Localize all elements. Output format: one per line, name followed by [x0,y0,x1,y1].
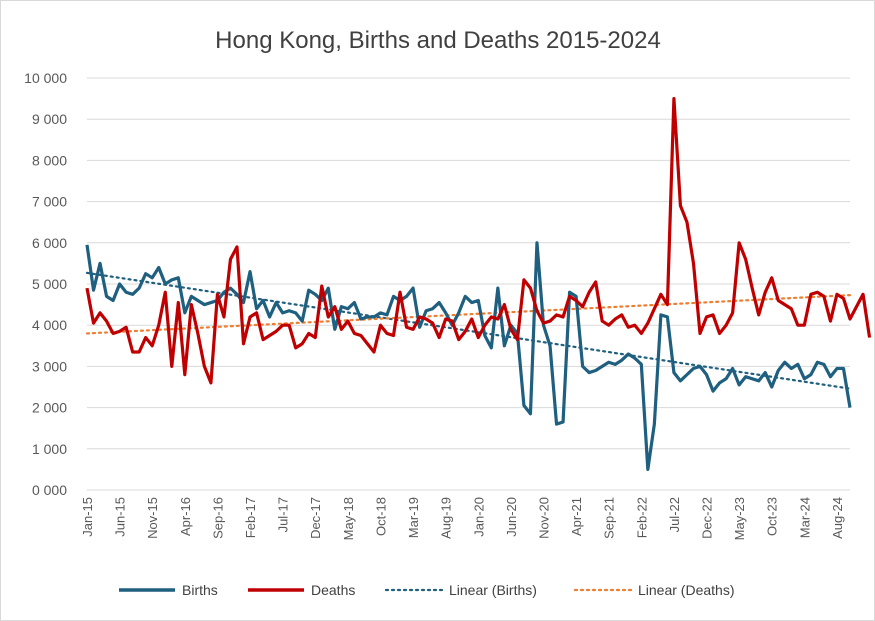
trendline-births [85,271,852,390]
x-tick-label: Sep-21 [602,497,617,539]
x-tick-label: Jul-22 [667,497,682,532]
x-tick-label: Oct-18 [373,497,388,536]
x-tick-label: Aug-24 [830,497,845,539]
x-tick-label: Dec-22 [700,497,715,539]
legend-linear-deaths-label: Linear (Deaths) [638,582,735,598]
legend: Births Deaths Linear (Births) Linear (Death… [119,582,735,598]
y-tick-label: 3 000 [32,358,67,374]
y-tick-label: 6 000 [32,235,67,251]
chart-title: Hong Kong, Births and Deaths 2015-2024 [215,27,661,54]
x-tick-label: Jun-15 [113,497,128,537]
y-tick-label: 2 000 [32,400,67,416]
x-tick-label: May-23 [732,497,747,540]
x-tick-label: Jan-20 [471,497,486,537]
y-tick-label: 4 000 [32,317,67,333]
x-tick-label: May-18 [341,497,356,540]
x-tick-label: Sep-16 [210,497,225,539]
x-tick-label: Jun-20 [504,497,519,537]
x-tick-label: Jul-17 [276,497,291,532]
y-tick-label: 10 000 [24,70,67,86]
x-axis-ticks: Jan-15 Jun-15 Nov-15 Apr-16 Sep-16 Feb-17 Jul-… [80,497,845,540]
x-tick-label: Nov-20 [536,497,551,539]
x-tick-label: Aug-19 [439,497,454,539]
x-tick-label: Dec-17 [308,497,323,539]
y-tick-label: 5 000 [32,276,67,292]
legend-deaths-label: Deaths [311,582,355,598]
legend-births-label: Births [182,582,218,598]
y-axis-ticks: 0 000 1 000 2 000 3 000 4 000 5 000 6 000 7 000… [24,70,67,498]
y-tick-label: 8 000 [32,152,67,168]
x-tick-label: Feb-22 [634,497,649,538]
series-births-line [85,241,852,471]
x-tick-label: Apr-21 [569,497,584,536]
y-tick-label: 1 000 [32,441,67,457]
y-tick-label: 9 000 [32,111,67,127]
x-tick-label: Mar-19 [406,497,421,538]
y-tick-label: 0 000 [32,482,67,498]
legend-linear-births-label: Linear (Births) [449,582,537,598]
y-tick-label: 7 000 [32,194,67,210]
x-tick-label: Mar-24 [797,497,812,538]
x-tick-label: Apr-16 [178,497,193,536]
series-deaths-line [85,97,872,385]
x-tick-label: Nov-15 [145,497,160,539]
x-tick-label: Jan-15 [80,497,95,537]
x-tick-label: Feb-17 [243,497,258,538]
series-lines [85,97,872,471]
x-tick-label: Oct-23 [765,497,780,536]
